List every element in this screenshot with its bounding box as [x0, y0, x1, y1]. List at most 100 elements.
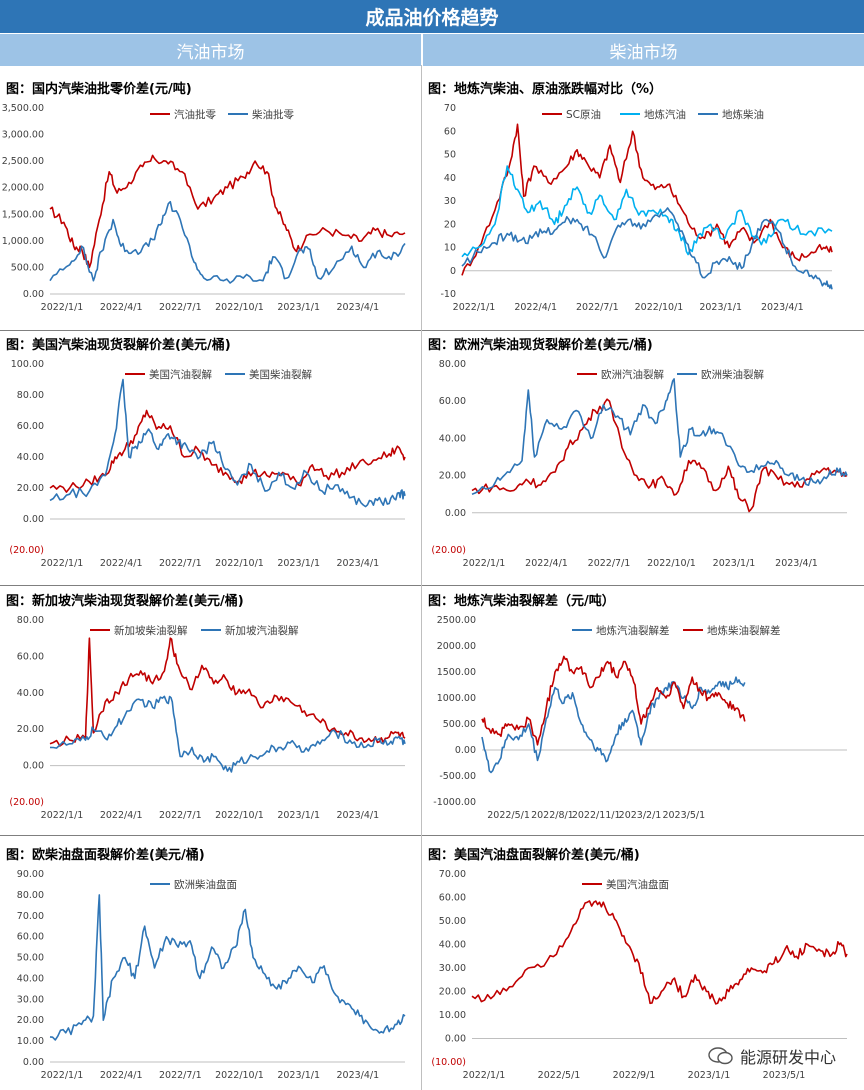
legend-label: 欧洲汽油裂解: [601, 368, 664, 381]
y-tick-label: 30: [444, 196, 456, 207]
x-tick-label: 2022/10/1: [215, 1070, 264, 1081]
y-tick-label: 60.00: [17, 932, 44, 943]
series-line-1: [461, 165, 833, 258]
y-tick-label: 20: [444, 219, 456, 230]
y-tick-label: 60.00: [17, 651, 44, 662]
x-tick-label: 2022/7/1: [159, 1070, 202, 1081]
x-tick-label: 2022/7/1: [159, 302, 202, 313]
y-tick-label: 70.00: [439, 869, 466, 880]
x-tick-label: 2023/1/1: [688, 1070, 731, 1081]
legend-label: 新加坡柴油裂解: [114, 624, 188, 637]
y-tick-label: 2500.00: [437, 615, 476, 626]
legend-label: 地炼柴油裂解差: [707, 624, 781, 637]
y-tick-label: 10.00: [439, 1010, 466, 1021]
chart-svg: (20.00) 0.00 20.00 40.00 60.00 80.00 2022/1/1 2…: [9, 615, 406, 821]
y-tick-label: 20.00: [17, 1015, 44, 1026]
y-tick-label: 60.00: [17, 421, 44, 432]
panel-refinery-vs-crude-change: 图：地炼汽柴油、原油涨跌幅对比（%） -10 0 10 20 30 40 50 60 70 202…: [422, 78, 864, 323]
y-tick-label: (10.00): [431, 1057, 466, 1068]
series-line-0: [49, 637, 406, 747]
y-tick-label: 80.00: [17, 615, 44, 626]
series-line-0: [471, 900, 848, 1005]
y-tick-label: 30.00: [439, 963, 466, 974]
y-tick-label: 70.00: [17, 911, 44, 922]
column-divider: [421, 33, 423, 65]
y-tick-label: 40.00: [439, 433, 466, 444]
chart-svg: (20.00) 0.00 20.00 40.00 60.00 80.00 2022/1/1 2…: [431, 359, 848, 569]
y-tick-label: 50.00: [17, 953, 44, 964]
y-tick-label: 2,000.00: [2, 183, 44, 194]
chart-svg: 0.00 500.00 1,000.00 1,500.00 2,000.00 2,500.…: [2, 103, 406, 313]
x-tick-label: 2022/10/1: [647, 558, 696, 569]
y-tick-label: 40: [444, 173, 456, 184]
y-tick-label: -500.00: [439, 771, 476, 782]
y-tick-label: 500.00: [11, 262, 44, 273]
x-tick-label: 2022/1/1: [41, 1070, 84, 1081]
series-line-0: [471, 398, 848, 513]
wechat-icon: [708, 1047, 733, 1065]
chart-title: 图：欧柴油盘面裂解价差(美元/桶): [6, 848, 205, 863]
x-tick-label: 2022/10/1: [215, 558, 264, 569]
legend-label: 美国汽油盘面: [606, 878, 669, 891]
y-tick-label: 0.00: [445, 1034, 466, 1045]
legend-label: 汽油批零: [174, 108, 216, 121]
x-tick-label: 2022/10/1: [215, 302, 264, 313]
y-tick-label: 2,500.00: [2, 156, 44, 167]
y-tick-label: (20.00): [9, 797, 44, 808]
y-tick-label: 50.00: [439, 916, 466, 927]
y-tick-label: 0: [450, 266, 456, 277]
x-tick-label: 2023/4/1: [336, 558, 379, 569]
series-line-1: [481, 655, 746, 746]
y-tick-label: 60: [444, 126, 456, 137]
y-tick-label: 40.00: [17, 973, 44, 984]
x-tick-label: 2022/5/1: [538, 1070, 581, 1081]
chart-title: 图：欧洲汽柴油现货裂解价差(美元/桶): [428, 338, 653, 353]
chart-title: 图：国内汽柴油批零价差(元/吨): [6, 82, 192, 97]
y-tick-label: 10: [444, 243, 456, 254]
chart-title: 图：地炼汽柴油、原油涨跌幅对比（%）: [428, 82, 663, 97]
y-tick-label: 60.00: [439, 893, 466, 904]
x-tick-label: 2023/5/1: [763, 1070, 806, 1081]
chart-title: 图：美国汽油盘面裂解价差(美元/桶): [428, 848, 640, 863]
y-tick-label: 1,000.00: [2, 236, 44, 247]
y-tick-label: 70: [444, 103, 456, 114]
x-tick-label: 2023/2/1: [619, 810, 662, 821]
y-tick-label: 3,000.00: [2, 130, 44, 141]
series-line-1: [49, 378, 406, 508]
x-tick-label: 2022/10/1: [635, 302, 684, 313]
y-tick-label: 0.00: [23, 514, 44, 525]
panel-retail-wholesale-spread: 图：国内汽柴油批零价差(元/吨) 0.00 500.00 1,000.00 1,500…: [0, 78, 421, 323]
y-tick-label: 80.00: [17, 390, 44, 401]
series-line-0: [49, 894, 406, 1041]
legend-label: 美国汽油裂解: [149, 368, 212, 381]
legend-label: 地炼汽油裂解差: [596, 624, 670, 637]
series-line-0: [49, 409, 406, 493]
y-tick-label: 40.00: [439, 940, 466, 951]
row-divider-1: [0, 330, 864, 331]
x-tick-label: 2023/5/1: [662, 810, 705, 821]
x-tick-label: 2023/1/1: [713, 558, 756, 569]
chart-svg: (10.00) 0.00 10.00 20.00 30.00 40.00 50.00 60.0…: [431, 869, 848, 1081]
series-line-2: [461, 207, 833, 290]
series-line-1: [49, 200, 406, 284]
legend-label: 欧洲柴油裂解: [701, 368, 764, 381]
series-line-0: [481, 676, 746, 774]
legend-label: SC原油: [566, 108, 601, 121]
x-tick-label: 2022/1/1: [41, 302, 84, 313]
x-tick-label: 2022/4/1: [100, 302, 143, 313]
x-tick-label: 2022/1/1: [41, 810, 84, 821]
x-tick-label: 2022/1/1: [463, 1070, 506, 1081]
y-tick-label: 3,500.00: [2, 103, 44, 114]
panel-refinery-crack: 图：地炼汽柴油裂解差（元/吨） -1000.00 -500.00 0.00 500.0…: [422, 590, 864, 832]
x-tick-label: 2022/11/1: [572, 810, 621, 821]
y-tick-label: 0.00: [445, 508, 466, 519]
panel-sg-spot-crack: 图：新加坡汽柴油现货裂解价差(美元/桶) (20.00) 0.00 20.00 40.…: [0, 590, 421, 832]
series-line-1: [471, 378, 848, 495]
y-tick-label: 90.00: [17, 869, 44, 880]
series-line-0: [49, 154, 406, 269]
x-tick-label: 2022/4/1: [100, 558, 143, 569]
x-tick-label: 2023/4/1: [761, 302, 804, 313]
x-tick-label: 2023/4/1: [336, 302, 379, 313]
chart-svg: (20.00) 0.00 20.00 40.00 60.00 80.00 100.00 202…: [9, 359, 406, 569]
chart-title: 图：美国汽柴油现货裂解价差(美元/桶): [6, 338, 231, 353]
